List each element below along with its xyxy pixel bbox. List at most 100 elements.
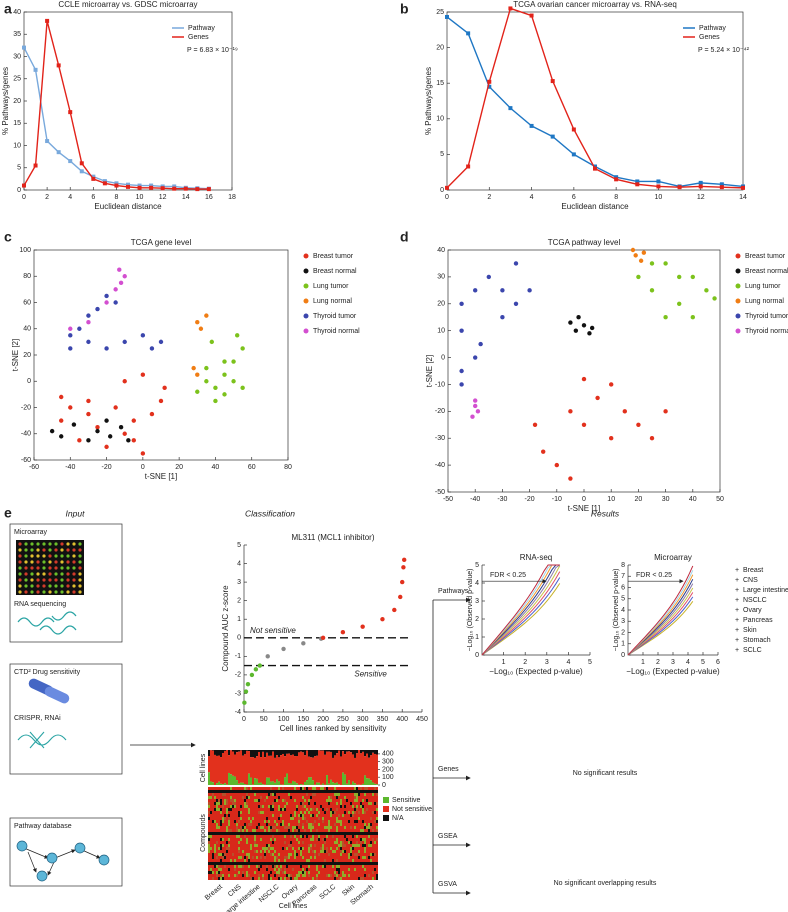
- point: [104, 444, 109, 450]
- bar-not-sensitive: [376, 754, 378, 785]
- heat-cell: [262, 799, 264, 802]
- array-spot: [60, 578, 64, 582]
- heat-cell: [358, 796, 360, 799]
- heat-cell: [350, 874, 352, 877]
- heat-cell: [302, 820, 304, 823]
- heat-cell: [304, 820, 306, 823]
- heat-cell: [282, 835, 284, 838]
- heat-cell: [232, 871, 234, 874]
- heat-cell: [354, 793, 356, 796]
- heat-cell: [254, 793, 256, 796]
- point: [140, 372, 146, 377]
- heat-cell: [286, 802, 288, 805]
- heat-cell: [326, 811, 328, 814]
- heat-cell: [254, 826, 256, 829]
- heat-cell: [314, 841, 316, 844]
- heat-cell: [262, 796, 264, 799]
- heat-cell: [224, 874, 226, 877]
- heat-cell: [320, 874, 322, 877]
- heat-cell: [334, 829, 336, 832]
- y-tick-label: 6: [621, 584, 625, 591]
- x-tick-label: 50: [260, 716, 268, 723]
- heat-cell: [234, 874, 236, 877]
- heat-cell: [296, 823, 298, 826]
- heat-cell: [306, 826, 308, 829]
- heat-cell: [304, 790, 306, 793]
- heat-cell: [266, 826, 268, 829]
- heat-cell: [340, 820, 342, 823]
- heat-cell: [250, 823, 252, 826]
- heat-cell: [262, 868, 264, 871]
- heat-cell: [292, 814, 294, 817]
- heat-cell: [218, 829, 220, 832]
- heat-cell: [270, 865, 272, 868]
- heat-cell: [244, 874, 246, 877]
- x-axis-label: −Log₁₀ (Expected p-value): [626, 667, 720, 676]
- heat-cell: [338, 832, 340, 835]
- heat-cell: [282, 877, 284, 880]
- bar-na: [212, 750, 214, 751]
- heat-cell: [262, 823, 264, 826]
- heat-cell: [358, 817, 360, 820]
- heat-cell: [238, 808, 240, 811]
- annotation: FDR < 0.25: [490, 572, 526, 579]
- heat-cell: [294, 841, 296, 844]
- heat-cell: [210, 847, 212, 850]
- heat-cell: [330, 841, 332, 844]
- y-tick-label: -30: [435, 435, 445, 442]
- heat-cell: [248, 868, 250, 871]
- heat-cell: [210, 817, 212, 820]
- heat-cell: [352, 787, 354, 790]
- marker: [698, 180, 703, 185]
- heat-cell: [296, 796, 298, 799]
- point: [95, 306, 100, 312]
- heat-cell: [334, 808, 336, 811]
- bar-sensitive: [304, 781, 306, 785]
- y-tick-label: 4: [237, 560, 241, 567]
- heat-cell: [228, 796, 230, 799]
- point: [77, 326, 82, 331]
- y-tick-label: 100: [382, 774, 394, 781]
- heat-cell: [286, 865, 288, 868]
- heat-cell: [208, 826, 210, 829]
- heat-cell: [376, 835, 378, 838]
- heat-cell: [306, 853, 308, 856]
- heat-cell: [298, 838, 300, 841]
- point: [630, 247, 636, 253]
- heat-cell: [214, 871, 216, 874]
- heat-cell: [296, 865, 298, 868]
- heat-cell: [364, 814, 366, 817]
- heat-cell: [256, 850, 258, 853]
- heat-cell: [248, 811, 250, 814]
- bar-na: [256, 750, 258, 757]
- point: [209, 339, 214, 345]
- heat-cell: [310, 802, 312, 805]
- heat-cell: [312, 874, 314, 877]
- bar-sensitive: [316, 782, 318, 785]
- heat-cell: [296, 832, 298, 835]
- heat-cell: [222, 874, 224, 877]
- heat-cell: [330, 871, 332, 874]
- heat-cell: [208, 823, 210, 826]
- heat-cell: [344, 847, 346, 850]
- heat-cell: [352, 835, 354, 838]
- point: [68, 326, 73, 331]
- heat-cell: [292, 862, 294, 865]
- array-spot: [72, 584, 76, 588]
- heat-cell: [224, 868, 226, 871]
- point: [86, 319, 91, 325]
- heat-cell: [242, 796, 244, 799]
- heat-cell: [306, 844, 308, 847]
- heat-cell: [336, 838, 338, 841]
- heat-cell: [262, 859, 264, 862]
- heat-cell: [300, 793, 302, 796]
- heat-cell: [282, 829, 284, 832]
- heat-cell: [316, 850, 318, 853]
- heat-cell: [322, 805, 324, 808]
- heat-cell: [268, 835, 270, 838]
- bar-sensitive: [348, 780, 350, 785]
- heat-cell: [328, 832, 330, 835]
- heat-cell: [242, 832, 244, 835]
- heat-cell: [228, 811, 230, 814]
- bar-na: [308, 750, 310, 757]
